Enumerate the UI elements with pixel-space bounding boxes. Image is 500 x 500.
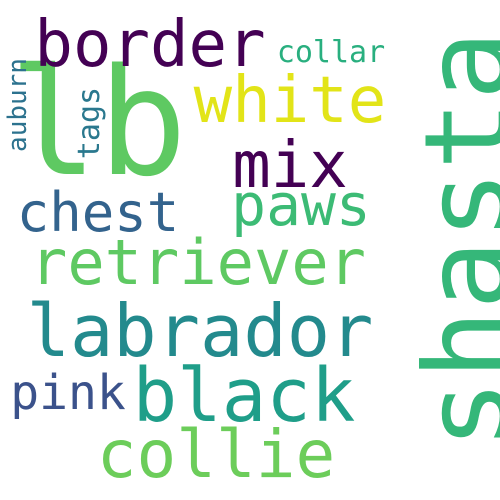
word-white: white — [193, 64, 387, 138]
word-labrador: labrador — [26, 289, 374, 373]
word-chest: chest — [16, 181, 180, 244]
word-shasta: shasta — [400, 30, 500, 450]
word-lb: lb — [8, 37, 188, 209]
word-border: border — [34, 8, 266, 82]
word-black: black — [132, 353, 356, 439]
word-collar: collar — [276, 35, 386, 70]
word-auburn: auburn — [3, 58, 33, 152]
word-mix: mix — [232, 129, 348, 203]
word-pink: pink — [10, 365, 126, 421]
word-tags: tags — [72, 86, 107, 160]
word-paws: paws — [231, 171, 371, 239]
word-collie: collie — [96, 416, 336, 493]
word-retriever: retriever — [30, 226, 366, 299]
